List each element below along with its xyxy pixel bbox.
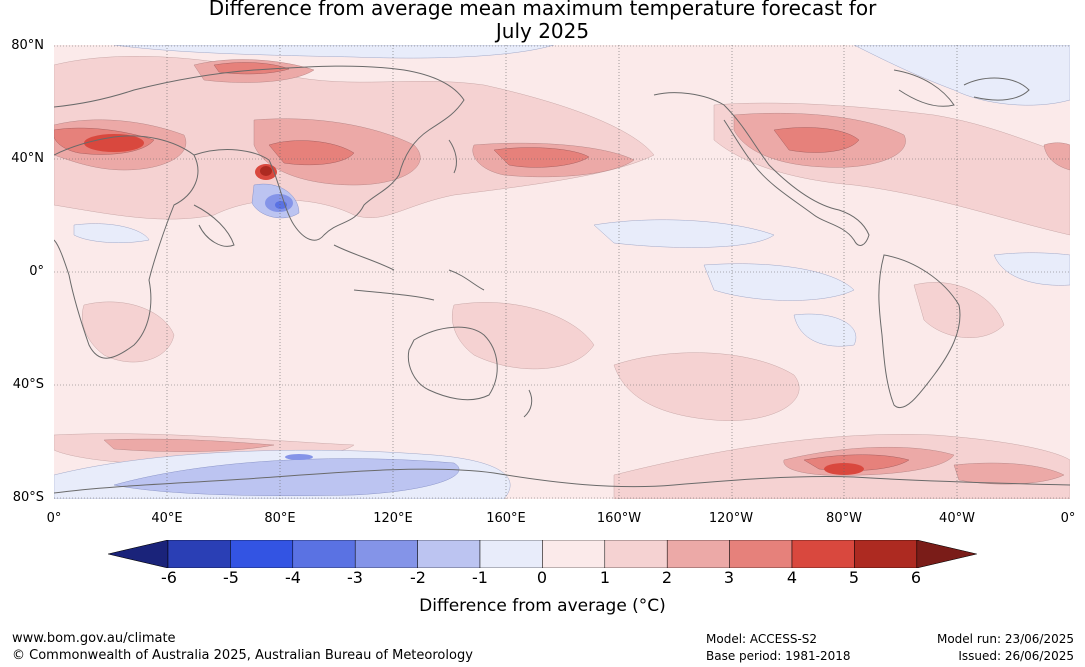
lon-label-160w: 160°W [596, 511, 642, 526]
colorbar-tick-1: 1 [599, 568, 611, 587]
colorbar-segment [292, 540, 356, 568]
lon-label-40e: 40°E [151, 511, 183, 526]
colorbar-segment [791, 540, 855, 568]
footer-model-run: Model run: 23/06/2025 [936, 632, 1074, 646]
lat-label-80s: 80°S [12, 490, 44, 505]
colorbar-tick-minus5: -5 [223, 568, 239, 587]
colorbar-tick-4: 4 [786, 568, 798, 587]
colorbar-tick-0: 0 [536, 568, 548, 587]
colorbar-tick-2: 2 [661, 568, 673, 587]
colorbar-tick-5: 5 [848, 568, 860, 587]
colorbar-label: Difference from average (°C) [419, 596, 666, 616]
colorbar-segment [354, 540, 418, 568]
lon-label-120e: 120°E [373, 511, 413, 526]
map-title-line1: Difference from average mean maximum tem… [208, 0, 877, 20]
lon-label-160e: 160°E [486, 511, 526, 526]
colorbar-tick-minus2: -2 [410, 568, 426, 587]
colorbar-extend-low [108, 540, 169, 568]
colorbar-segment [479, 540, 543, 568]
footer-url[interactable]: www.bom.gov.au/climate [12, 631, 176, 646]
lon-label-0-right: 0° [1060, 511, 1076, 526]
lon-label-40w: 40°W [939, 511, 975, 526]
colorbar-tick-6: 6 [910, 568, 922, 587]
lon-label-80e: 80°E [264, 511, 296, 526]
colorbar [108, 540, 977, 568]
colorbar-tick-minus6: -6 [161, 568, 177, 587]
colorbar-segment [417, 540, 481, 568]
colorbar-tick-minus1: -1 [472, 568, 488, 587]
lat-label-80n: 80°N [11, 38, 44, 53]
colorbar-segment [542, 540, 606, 568]
footer-base-period: Base period: 1981-2018 [706, 649, 851, 663]
footer-issued: Issued: 26/06/2025 [958, 649, 1074, 663]
colorbar-tick-minus3: -3 [347, 568, 363, 587]
colorbar-segment [604, 540, 668, 568]
colorbar-segment [167, 540, 231, 568]
colorbar-extend-high [916, 540, 977, 568]
colorbar-tick-minus4: -4 [285, 568, 301, 587]
footer-copyright: © Commonwealth of Australia 2025, Austra… [12, 648, 473, 663]
lat-label-equator: 0° [29, 264, 44, 279]
colorbar-segment [729, 540, 793, 568]
footer-model: Model: ACCESS-S2 [706, 632, 818, 646]
lon-label-80w: 80°W [826, 511, 862, 526]
lat-label-40n: 40°N [11, 151, 44, 166]
anomaly-map [54, 45, 1070, 499]
colorbar-tick-3: 3 [723, 568, 735, 587]
lat-label-40s: 40°S [12, 377, 44, 392]
colorbar-segment [666, 540, 730, 568]
lon-label-120w: 120°W [708, 511, 754, 526]
colorbar-segment [854, 540, 918, 568]
map-title-line2: July 2025 [495, 19, 590, 43]
colorbar-segment [230, 540, 294, 568]
lon-label-0-left: 0° [46, 511, 62, 526]
